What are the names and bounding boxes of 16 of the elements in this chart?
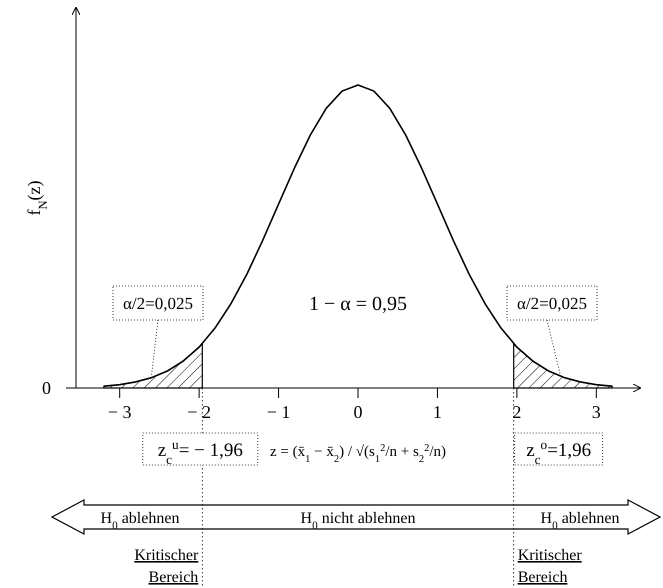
text: 0 [42, 378, 51, 398]
x-tick-label: − 2 [187, 402, 211, 422]
annotation: 1 − α = 0,95 [308, 293, 408, 315]
text: Kritischer Bereich [134, 547, 199, 586]
x-tick-label: 0 [354, 402, 362, 422]
x-tick-label: 2 [512, 402, 522, 422]
text: z = (x̄$_{1}$ − x̄$_{2}$) / √(s$_{1}$$^{2}$/n + s$_{2}$$^{2}$/n) [270, 442, 446, 464]
x-tick-label: 3 [592, 402, 601, 422]
annotation: α/2=0,025 [517, 294, 587, 313]
ref-line-label: z$_{c}$$^{o}$=1,96 [526, 436, 592, 466]
x-tick-label: − 3 [108, 402, 132, 422]
text: Kritischer Bereich [518, 547, 582, 586]
x-tick-label: 1 [432, 402, 442, 422]
annotation: α/2=0,025 [123, 294, 193, 313]
x-tick-label: − 1 [266, 402, 290, 422]
ref-line-label: z$_{c}$$^{u}$= − 1,96 [158, 436, 243, 466]
